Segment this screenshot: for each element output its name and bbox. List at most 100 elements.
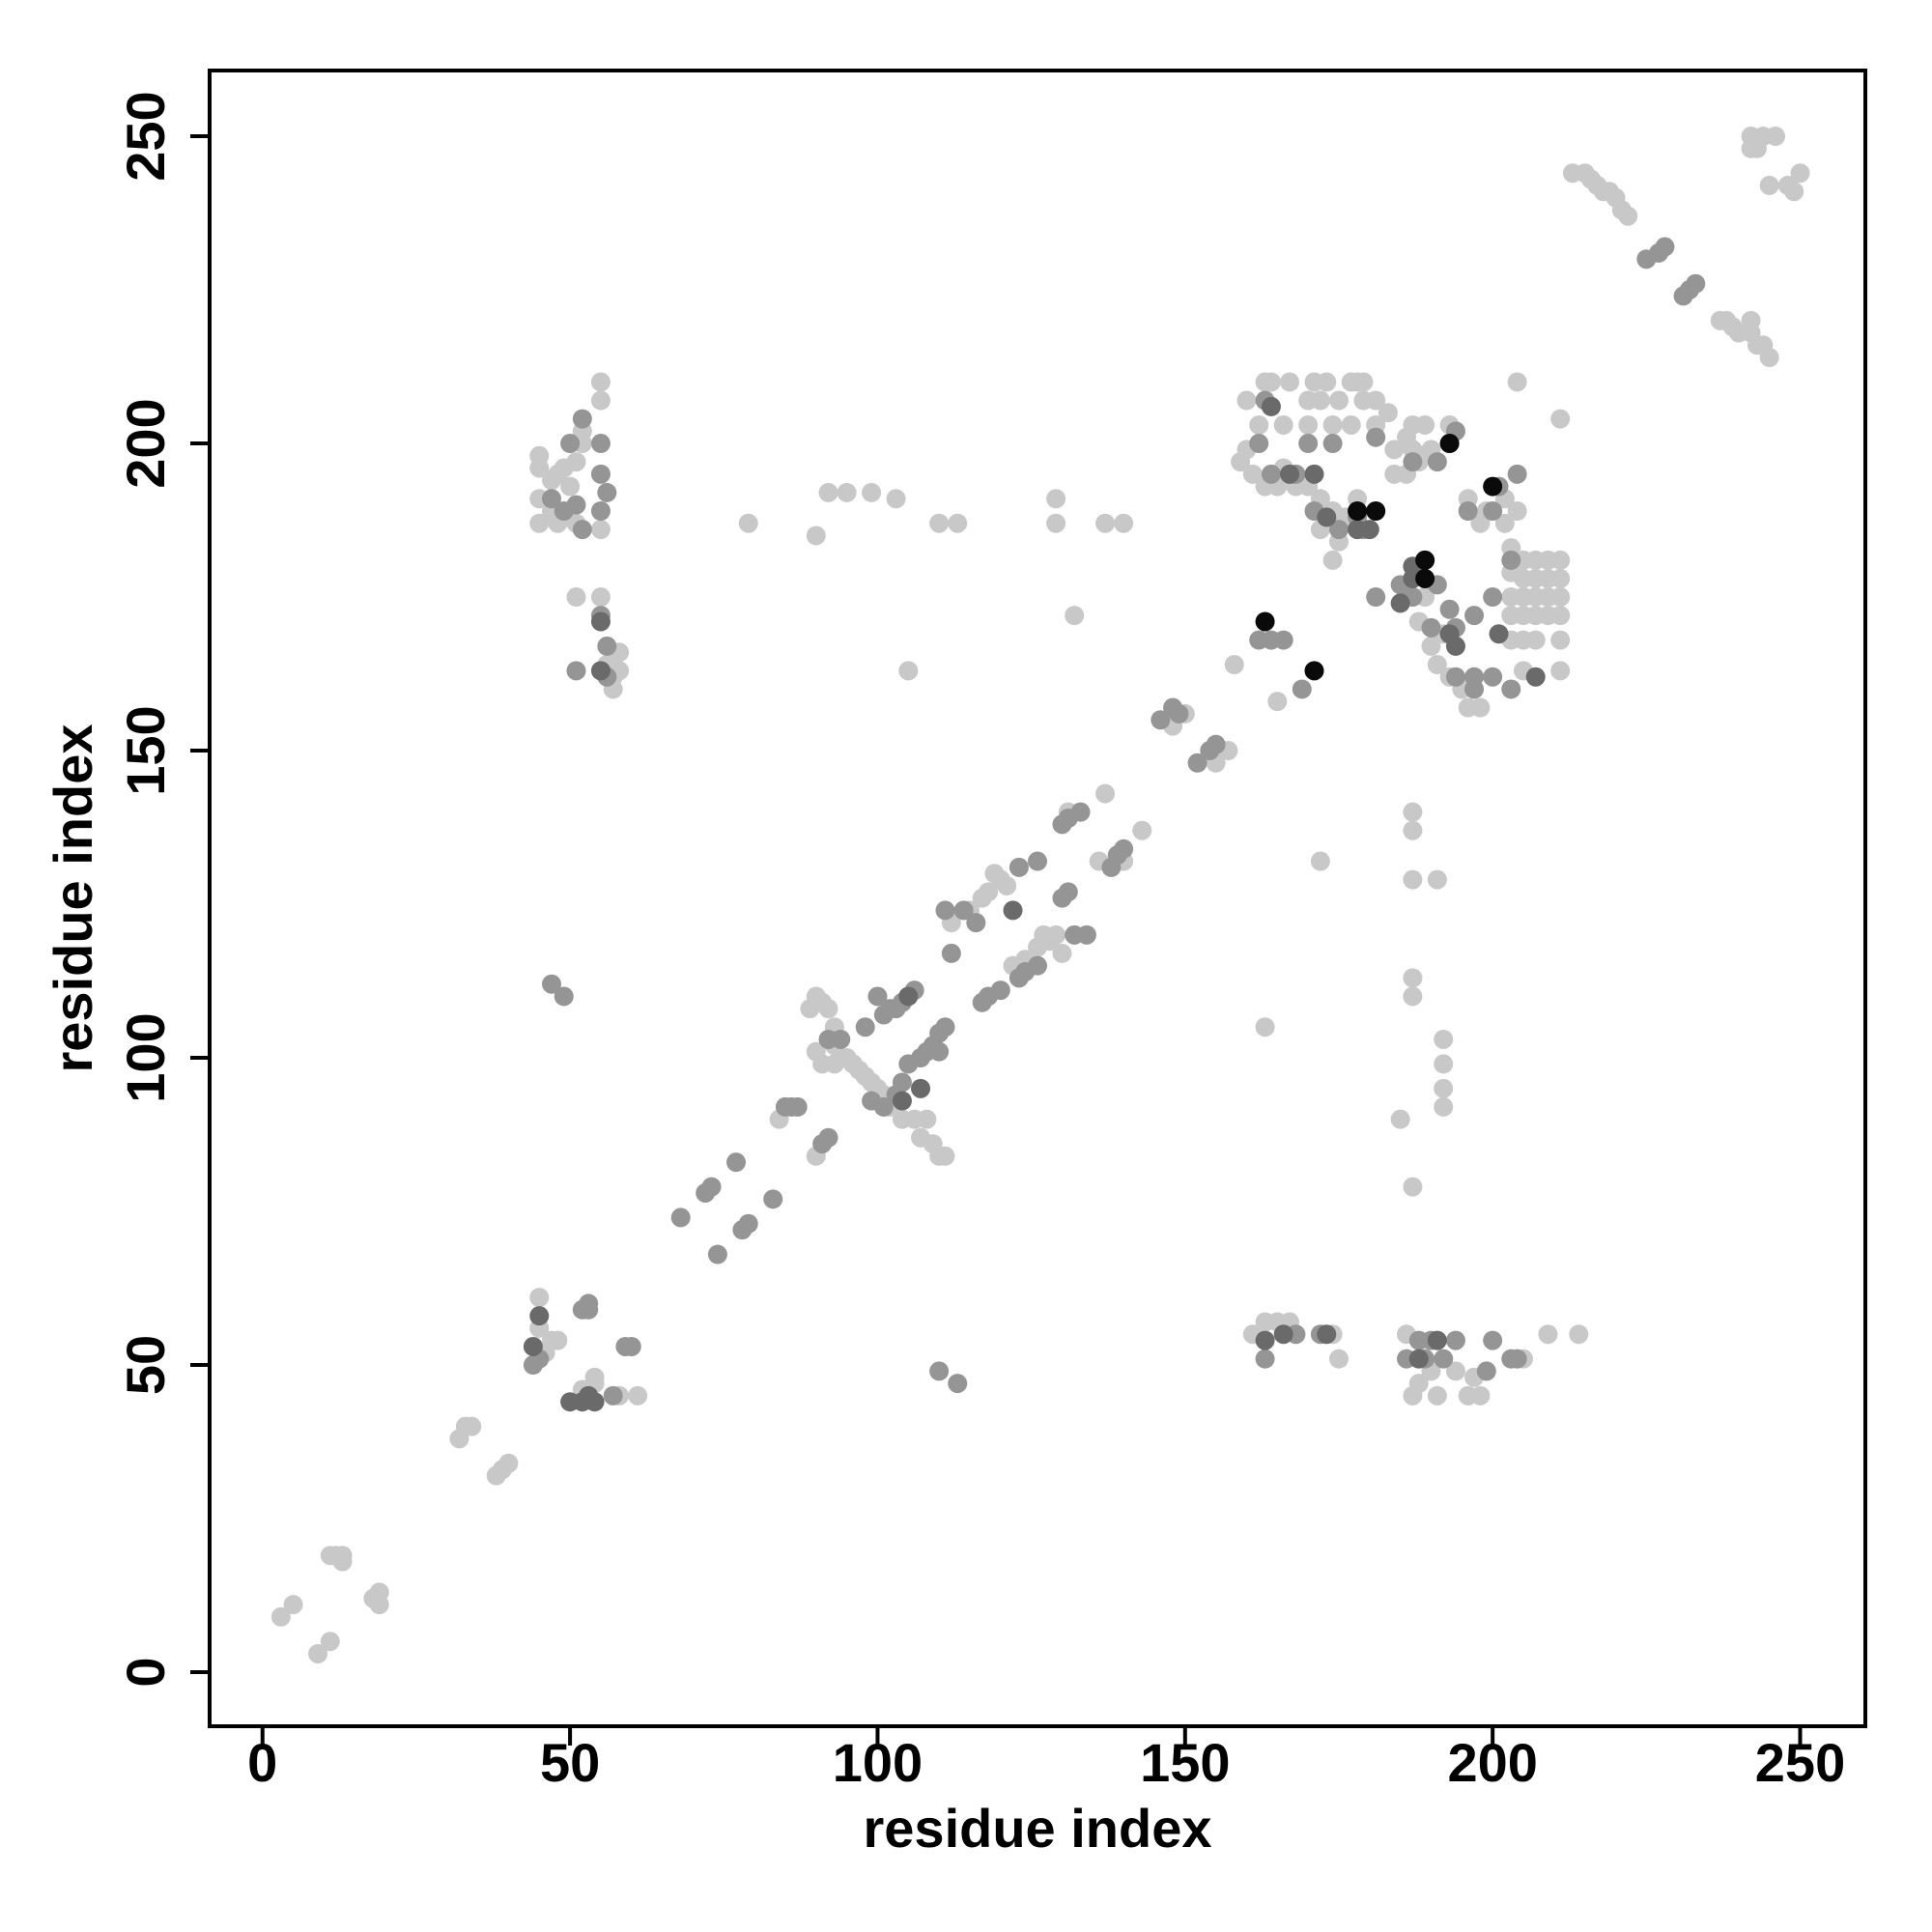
contact-point bbox=[590, 611, 611, 632]
contact-point bbox=[1445, 667, 1465, 687]
contact-point bbox=[726, 1152, 747, 1173]
contact-point bbox=[1273, 414, 1293, 435]
contact-point bbox=[1366, 587, 1386, 608]
contact-point bbox=[1403, 452, 1423, 472]
contact-point bbox=[1403, 1177, 1423, 1197]
contact-point bbox=[1421, 636, 1441, 656]
contact-point bbox=[1348, 501, 1368, 522]
contact-point bbox=[966, 913, 986, 933]
contact-point bbox=[1028, 955, 1047, 976]
y-tick-label: 250 bbox=[115, 91, 176, 181]
contact-point bbox=[1403, 802, 1423, 822]
contact-point bbox=[628, 1385, 648, 1406]
contact-point bbox=[1366, 501, 1386, 522]
contact-point bbox=[911, 1078, 931, 1098]
x-tick-label: 50 bbox=[540, 1732, 600, 1793]
contact-point bbox=[1403, 869, 1423, 890]
contact-point bbox=[332, 1546, 353, 1566]
contact-point bbox=[1310, 390, 1330, 411]
contact-point bbox=[1784, 182, 1804, 202]
contact-point bbox=[1476, 1361, 1496, 1381]
contact-point bbox=[929, 513, 950, 533]
contact-point bbox=[1359, 520, 1379, 540]
contact-point bbox=[590, 464, 611, 484]
contact-point bbox=[579, 1293, 599, 1314]
contact-point bbox=[1618, 206, 1638, 226]
contact-point bbox=[283, 1595, 303, 1615]
contact-point bbox=[590, 434, 611, 454]
contact-point bbox=[523, 1336, 543, 1356]
contact-point bbox=[1445, 1361, 1465, 1381]
contact-point bbox=[1673, 286, 1693, 306]
contact-point bbox=[1304, 661, 1324, 681]
contact-point bbox=[566, 587, 586, 608]
contact-point bbox=[818, 482, 838, 502]
contact-point bbox=[1501, 679, 1521, 699]
contact-point bbox=[548, 1330, 568, 1350]
y-tick-label: 150 bbox=[115, 705, 176, 795]
contact-point bbox=[1242, 464, 1263, 484]
contact-point bbox=[1317, 372, 1337, 392]
contact-point bbox=[1470, 697, 1491, 718]
x-tick-label: 0 bbox=[247, 1732, 277, 1793]
contact-point bbox=[997, 875, 1017, 895]
contact-point bbox=[542, 974, 562, 994]
contact-point bbox=[898, 986, 919, 1007]
contact-point bbox=[1525, 667, 1546, 687]
contact-point bbox=[308, 1643, 328, 1663]
contact-point bbox=[1415, 550, 1435, 570]
contact-point bbox=[1489, 624, 1509, 644]
contact-point bbox=[363, 1588, 384, 1608]
contact-point bbox=[1434, 1054, 1454, 1074]
contact-point bbox=[1298, 434, 1319, 454]
contact-point bbox=[597, 636, 617, 656]
contact-point bbox=[1790, 163, 1810, 184]
contact-point bbox=[1328, 1349, 1349, 1369]
contact-point bbox=[560, 476, 581, 497]
contact-point bbox=[1483, 587, 1503, 608]
contact-point bbox=[1415, 414, 1435, 435]
contact-point bbox=[990, 980, 1010, 1001]
contact-point bbox=[566, 452, 586, 472]
contact-point bbox=[1408, 1349, 1429, 1369]
contact-point bbox=[1169, 703, 1189, 724]
contact-point bbox=[806, 526, 826, 546]
contact-point bbox=[1569, 1324, 1589, 1345]
contact-point bbox=[621, 1336, 641, 1356]
contact-point bbox=[892, 1072, 912, 1093]
contact-point bbox=[1408, 1374, 1429, 1394]
contact-point bbox=[1403, 986, 1423, 1007]
contact-point bbox=[941, 943, 961, 963]
contact-point bbox=[1261, 464, 1281, 484]
contact-point bbox=[1261, 396, 1281, 416]
y-tick-label: 100 bbox=[115, 1012, 176, 1102]
contact-point bbox=[1187, 753, 1208, 773]
contact-point bbox=[1550, 587, 1571, 608]
contact-point bbox=[1273, 630, 1293, 650]
contact-point bbox=[948, 513, 968, 533]
contact-point bbox=[1415, 568, 1435, 588]
contact-point bbox=[1390, 593, 1410, 613]
contact-point bbox=[707, 1244, 727, 1264]
contact-point bbox=[1483, 501, 1503, 522]
contact-point bbox=[566, 661, 586, 681]
contact-point bbox=[590, 520, 611, 540]
contact-point bbox=[1322, 414, 1343, 435]
contact-point bbox=[670, 1208, 691, 1228]
contact-point bbox=[1501, 1349, 1521, 1369]
contact-point bbox=[1052, 943, 1072, 963]
contact-point bbox=[590, 587, 611, 608]
contact-point bbox=[738, 1213, 758, 1234]
contact-point bbox=[1766, 127, 1786, 147]
contact-point bbox=[1384, 440, 1405, 460]
contact-point bbox=[1427, 1385, 1447, 1406]
x-tick-label: 150 bbox=[1140, 1732, 1230, 1793]
y-tick-label: 0 bbox=[115, 1657, 176, 1687]
contact-point bbox=[1095, 513, 1116, 533]
contact-point bbox=[1741, 310, 1761, 330]
contact-point bbox=[1427, 1330, 1447, 1350]
contact-point bbox=[1114, 513, 1134, 533]
contact-point bbox=[1132, 820, 1152, 840]
contact-point bbox=[1231, 452, 1251, 472]
